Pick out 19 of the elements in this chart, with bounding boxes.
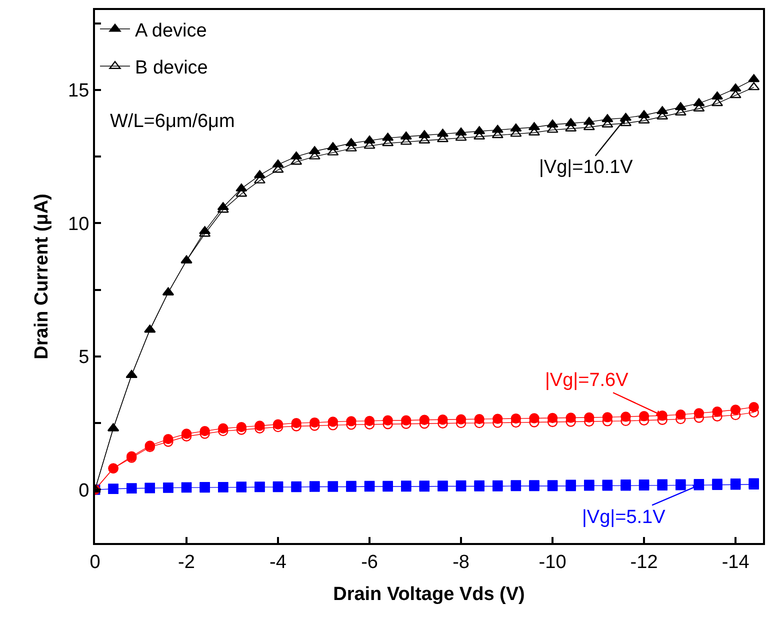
legend-label: B device (135, 58, 208, 79)
x-tick-label: -12 (630, 552, 658, 573)
y-tick-label: 5 (78, 347, 90, 368)
y-tick-label: 10 (68, 214, 90, 235)
x-tick-label: -6 (361, 552, 378, 573)
annotation: |Vg|=7.6V (545, 370, 629, 391)
y-tick-label: 0 (78, 480, 90, 502)
annotation: |Vg|=5.1V (582, 507, 666, 528)
x-tick-label: -14 (722, 552, 750, 573)
annotation: |Vg|=10.1V (539, 157, 634, 178)
annotation: W/L=6μm/6μm (110, 111, 235, 132)
x-tick-label: -8 (452, 552, 470, 573)
x-tick-label: -4 (270, 552, 287, 573)
x-axis-title: Drain Voltage Vds (V) (333, 584, 525, 606)
x-tick-label: -2 (178, 552, 195, 573)
y-tick-label: 15 (68, 80, 90, 102)
x-tick-label: -10 (538, 552, 566, 573)
legend-label: A device (135, 20, 207, 42)
y-axis-title: Drain Current (μA) (31, 194, 52, 360)
